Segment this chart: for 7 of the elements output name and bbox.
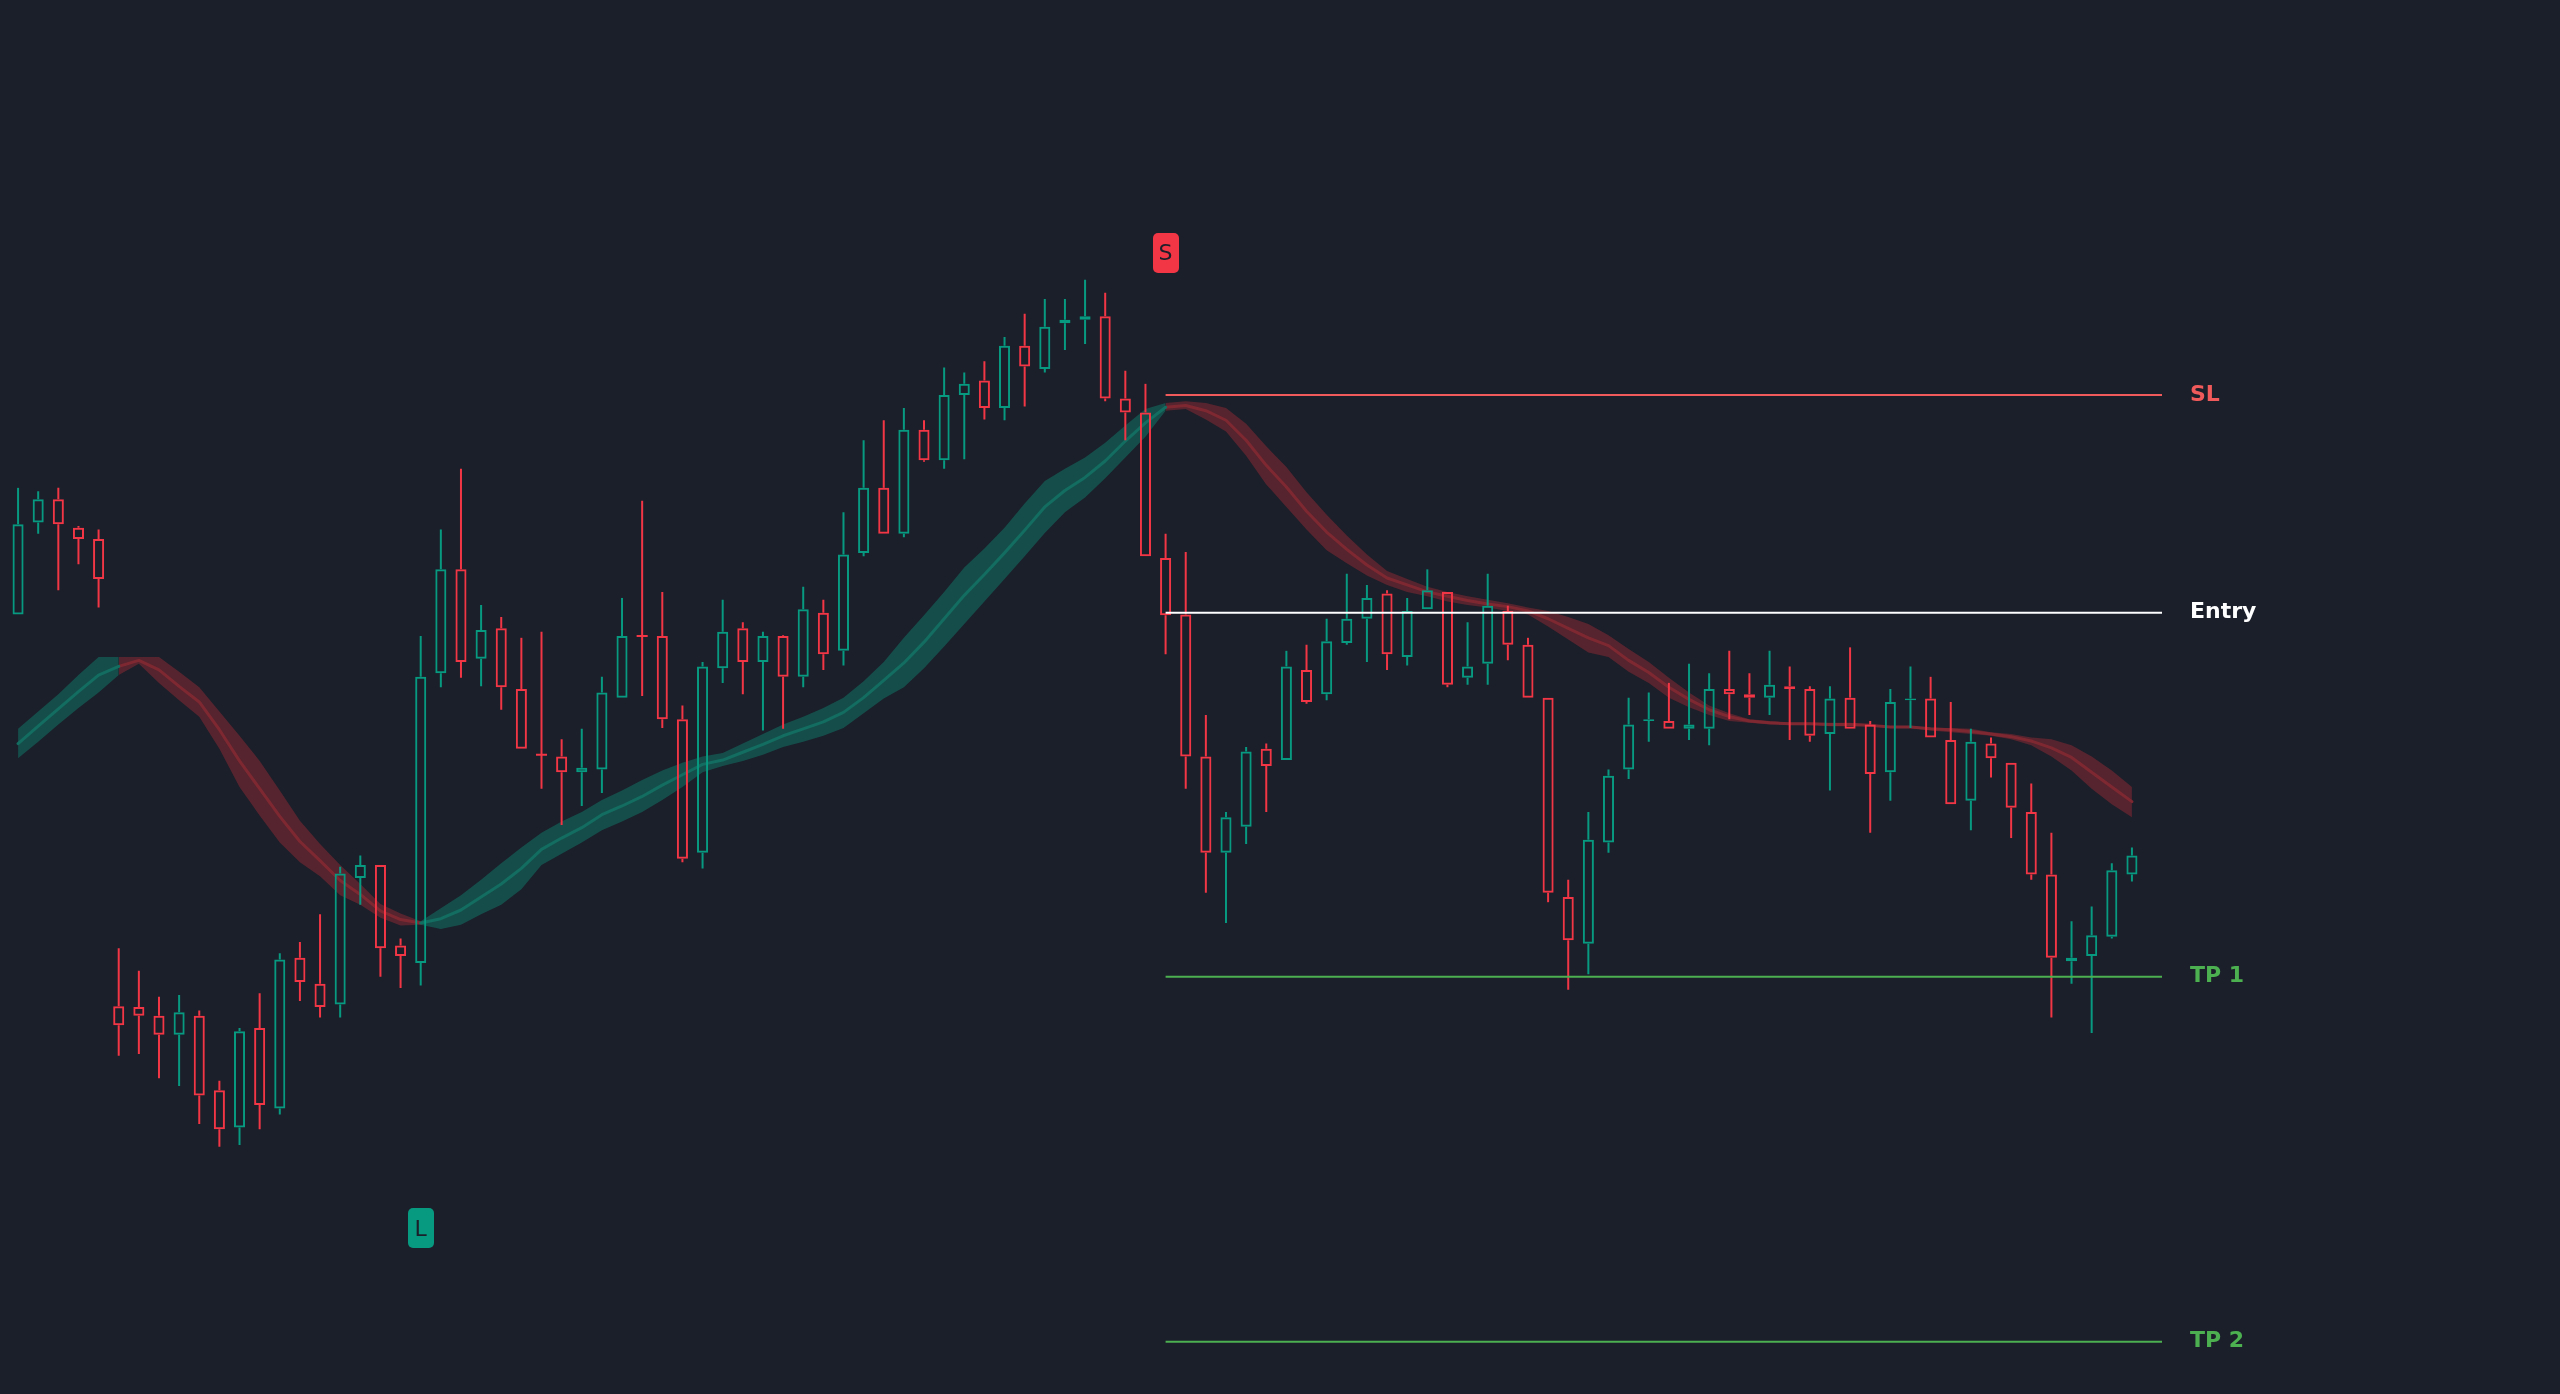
tag-badge: L <box>407 1208 434 1248</box>
ref-line-label: Entry <box>2190 598 2257 624</box>
ref-line-label: SL <box>2190 380 2220 406</box>
ref-line-label: TP 1 <box>2190 962 2245 988</box>
tag-badge: S <box>1152 232 1179 273</box>
candlestick <box>635 499 649 697</box>
ref-line-label: TP 2 <box>2190 1327 2245 1353</box>
